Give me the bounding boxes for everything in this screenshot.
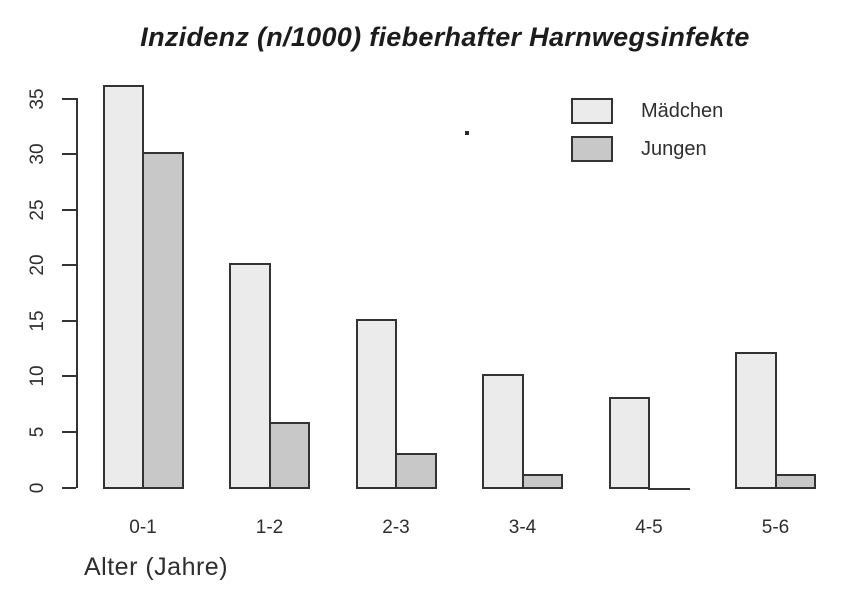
legend-item-maedchen: Mädchen: [571, 97, 723, 125]
y-axis-tick: [62, 264, 76, 267]
legend-swatch-jungen: [571, 136, 613, 162]
bar-jungen-1-2: [268, 422, 310, 490]
chart-title: Inzidenz (n/1000) fieberhafter Harnwegsi…: [140, 22, 750, 52]
bar-mdchen-1-2: [229, 263, 271, 490]
y-tick-label: 20: [27, 254, 48, 276]
y-tick-label: 35: [27, 87, 48, 110]
bar-jungen-2-3: [395, 453, 437, 490]
y-tick-label: 30: [27, 143, 48, 165]
y-axis-tick: [62, 486, 76, 489]
y-axis-tick: [62, 319, 76, 322]
y-axis-tick: [62, 208, 76, 211]
y-tick-label: 5: [27, 426, 48, 438]
legend: Mädchen Jungen: [571, 97, 723, 173]
bar-mdchen-5-6: [735, 352, 777, 490]
x-tick-label: 5-6: [761, 517, 790, 538]
bar-jungen-0-1: [142, 152, 184, 490]
y-axis-tick: [62, 97, 76, 100]
bar-jungen-3-4: [521, 474, 563, 490]
x-tick-label: 0-1: [129, 517, 157, 538]
bar-jungen-5-6: [774, 474, 816, 490]
y-axis-tick: [62, 430, 76, 433]
x-tick-label: 3-4: [508, 517, 537, 538]
x-tick-label: 4-5: [635, 517, 663, 538]
scan-artifact-dot: [465, 131, 469, 135]
y-axis-line: [76, 97, 78, 489]
y-tick-label: 0: [27, 482, 48, 493]
y-tick-label: 15: [27, 310, 48, 332]
y-axis-tick: [62, 153, 76, 156]
bar-mdchen-3-4: [482, 374, 524, 490]
bar-jungen-4-5: [648, 487, 690, 490]
x-tick-label: 2-3: [382, 517, 410, 538]
x-tick-label: 1-2: [255, 517, 284, 538]
y-axis-tick: [62, 375, 76, 378]
legend-label-jungen: Jungen: [641, 137, 707, 160]
x-axis-label: Alter (Jahre): [84, 553, 229, 581]
bar-mdchen-2-3: [355, 318, 397, 490]
y-tick-label: 10: [27, 365, 48, 387]
y-tick-label: 25: [27, 199, 48, 221]
legend-item-jungen: Jungen: [571, 135, 723, 163]
legend-swatch-maedchen: [571, 98, 613, 124]
bar-mdchen-4-5: [608, 396, 650, 490]
bar-mdchen-0-1: [102, 85, 144, 490]
legend-label-maedchen: Mädchen: [641, 99, 724, 122]
